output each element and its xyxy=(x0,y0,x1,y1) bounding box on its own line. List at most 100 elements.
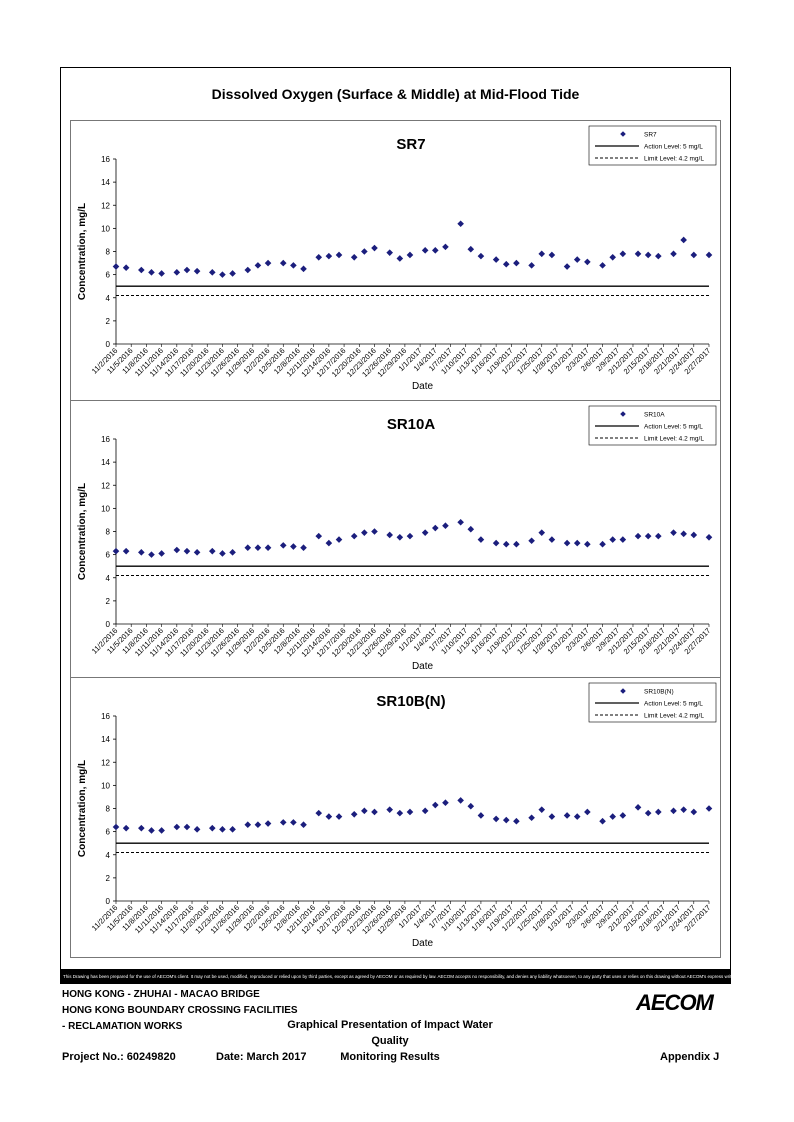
sr7-y-tick-label: 4 xyxy=(106,294,111,303)
sr10b-n-data-point xyxy=(548,813,556,820)
sr10a-data-point xyxy=(548,536,556,543)
sr10b-n-data-point xyxy=(371,808,378,816)
sr10b-n-y-axis-label: Concentration, mg/L xyxy=(77,760,88,857)
sr7-data-point xyxy=(315,253,323,261)
sr10a-data-point xyxy=(599,540,606,548)
sr10a-data-point xyxy=(563,539,571,547)
sr10b-n-data-point xyxy=(634,804,642,811)
sr7-data-point xyxy=(386,249,393,256)
sr7-data-point xyxy=(406,251,414,259)
sr10a-data-point xyxy=(705,533,713,541)
sr10a-data-point xyxy=(173,546,181,554)
sr7-data-point xyxy=(208,269,216,276)
sr10b-n-chart-title: SR10B(N) xyxy=(376,693,445,710)
sr7-data-point xyxy=(158,270,165,277)
sr10a-data-point xyxy=(644,532,652,540)
sr10b-n-data-point xyxy=(396,809,404,817)
sr10a-y-tick-label: 16 xyxy=(101,435,110,444)
sr10b-n-data-point xyxy=(680,806,687,813)
sr10a-data-point xyxy=(300,544,307,551)
sr7-data-point xyxy=(421,247,429,254)
sr10a-legend-label: Action Level: 5 mg/L xyxy=(644,424,703,431)
sr7-data-point xyxy=(279,259,287,267)
appendix-label: Appendix J xyxy=(660,1051,720,1063)
sr10b-n-y-tick-label: 10 xyxy=(101,781,110,790)
sr10a-data-point xyxy=(122,547,130,555)
sr10a-data-point xyxy=(335,536,343,543)
sr10a-data-point xyxy=(386,531,393,539)
sr10b-n-data-point xyxy=(325,813,333,820)
sr7-y-tick-label: 10 xyxy=(101,224,110,233)
sr7-data-point xyxy=(690,251,698,259)
sr10b-n-data-point xyxy=(563,812,571,819)
sr7-data-point xyxy=(219,271,226,278)
sr7-data-point xyxy=(335,251,343,259)
sr10b-n-data-point xyxy=(148,827,155,834)
sr10a-y-tick-label: 12 xyxy=(101,481,110,490)
sr7-data-point xyxy=(467,245,475,253)
sr7-data-point xyxy=(538,250,546,258)
sr10a-data-point xyxy=(264,544,272,551)
sr10a-chart-title: SR10A xyxy=(387,416,436,433)
sr7-data-point xyxy=(477,252,485,260)
sr7-data-point xyxy=(361,248,368,255)
sr10a-data-point xyxy=(457,518,464,526)
sr10a-data-point xyxy=(396,533,404,541)
sr10a-data-point xyxy=(584,540,591,548)
sr10b-n-data-point xyxy=(244,821,252,828)
sr10b-n-data-point xyxy=(122,824,130,832)
sr10a-data-point xyxy=(183,547,191,555)
sr10a-data-point xyxy=(502,540,510,548)
sr7-data-point xyxy=(371,244,378,252)
sr7-y-tick-label: 16 xyxy=(101,155,110,164)
sr7-data-point xyxy=(563,263,571,270)
sr10a-data-point xyxy=(670,529,677,536)
sr10b-n-data-point xyxy=(619,812,627,819)
sr10a-data-point xyxy=(325,539,333,547)
sr10b-n-data-point xyxy=(584,808,591,816)
sr10b-n-data-point xyxy=(670,807,677,815)
sr10b-n-legend-label: Limit Level: 4.2 mg/L xyxy=(644,713,704,720)
sr10b-n-legend-label: Action Level: 5 mg/L xyxy=(644,701,703,708)
chart-panel-sr10bn: SR10B(N) 0 2 4 6 8 10 12 14 16 11/2/2016 11/5/2016 1… xyxy=(70,677,721,958)
sr7-data-point xyxy=(290,262,297,269)
sr10a-data-point xyxy=(279,542,287,549)
sr10b-n-data-point xyxy=(690,808,698,816)
sr7-data-point xyxy=(325,252,333,260)
sr10b-n-data-point xyxy=(264,820,272,827)
sr10b-n-data-point xyxy=(254,821,262,828)
sr10b-n-data-point xyxy=(457,797,464,804)
sr10b-n-y-tick-label: 16 xyxy=(101,712,110,721)
sr10b-n-legend-marker xyxy=(620,688,626,694)
sr10b-n-y-tick-label: 12 xyxy=(101,758,110,767)
drawing-title-line-1: Graphical Presentation of Impact Water Q… xyxy=(287,1019,493,1047)
chart-sr10a: SR10A024681012141611/2/201611/5/201611/8… xyxy=(77,405,717,672)
chart-panel-sr10a: SR10A 0 2 4 6 8 10 12 14 16 11/2/2016 11/5/2016 11/8… xyxy=(70,400,721,678)
sr7-data-point xyxy=(502,260,510,268)
sr10a-data-point xyxy=(467,525,475,533)
sr10a-data-point xyxy=(634,532,642,540)
project-line-3: - RECLAMATION WORKS xyxy=(62,1021,183,1032)
sr10b-n-data-point xyxy=(300,821,307,828)
sr10a-data-point xyxy=(138,549,145,556)
sr10a-data-point xyxy=(513,540,520,548)
sr10b-n-y-tick-label: 6 xyxy=(106,828,111,837)
sr10b-n-data-point xyxy=(335,813,343,820)
sr10b-n-legend-label: SR10B(N) xyxy=(644,689,674,696)
sr10a-y-tick-label: 14 xyxy=(101,458,110,467)
sr7-data-point xyxy=(655,252,662,260)
sr10a-data-point xyxy=(315,532,323,540)
sr10a-data-point xyxy=(477,536,485,543)
sr10a-data-point xyxy=(690,531,698,539)
sr7-data-point xyxy=(173,269,181,276)
sr10b-n-data-point xyxy=(502,816,510,824)
sr7-data-point xyxy=(599,262,606,269)
sr10a-data-point xyxy=(148,551,155,558)
sr10b-n-data-point xyxy=(279,819,287,826)
sr7-data-point xyxy=(644,251,652,259)
sr10b-n-data-point xyxy=(361,807,368,815)
sr7-data-point xyxy=(112,263,120,270)
drawing-title: Graphical Presentation of Impact Water Q… xyxy=(270,1017,510,1065)
sr10a-data-point xyxy=(619,536,627,543)
sr10a-legend-marker xyxy=(620,411,626,417)
